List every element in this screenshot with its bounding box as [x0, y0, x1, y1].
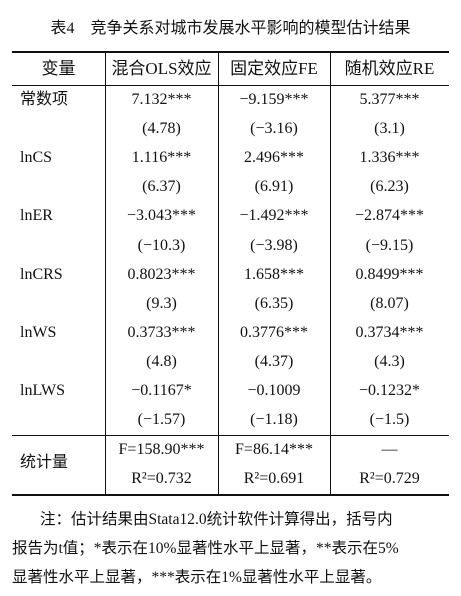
cell: −0.1167* — [131, 382, 192, 399]
cell: 0.3776*** — [240, 323, 308, 341]
column-rule — [218, 52, 219, 495]
row-label: lnLWS — [20, 382, 66, 399]
note-line: 报告为t值；*表示在10%显著性水平上显著，**表示在5% — [12, 540, 399, 557]
note-line: 注：估计结果由Stata12.0统计软件计算得出，括号内 — [40, 511, 393, 528]
cell: 1.116*** — [131, 149, 192, 167]
header-cell: 混合OLS效应 — [111, 59, 212, 78]
cell: (4.78) — [142, 120, 181, 138]
cell: F=86.14*** — [235, 441, 313, 458]
note-line: 显著性水平上显著，***表示在1%显著性水平上显著。 — [12, 569, 382, 586]
cell: −9.159*** — [239, 91, 309, 108]
row-label: 常数项 — [20, 91, 69, 108]
rule-stats — [12, 435, 449, 436]
column-rule — [330, 52, 331, 495]
column-rule — [105, 52, 106, 495]
rule-top — [12, 51, 449, 53]
row-label: lnCS — [20, 149, 53, 167]
cell: −1.492*** — [239, 207, 309, 225]
cell: F=158.90*** — [118, 441, 205, 458]
cell: R²=0.729 — [359, 470, 420, 487]
cell: (−10.3) — [137, 236, 186, 254]
cell: (4.8) — [146, 352, 177, 370]
row-label: lnWS — [20, 323, 57, 341]
cell: 5.377*** — [359, 91, 420, 108]
cell: 2.496*** — [244, 149, 304, 167]
cell: 1.658*** — [244, 265, 304, 283]
cell: (4.3) — [374, 352, 405, 370]
cell: (3.1) — [374, 120, 405, 138]
rule-header — [12, 85, 449, 86]
cell: (−1.5) — [369, 411, 410, 429]
cell: 0.8023*** — [127, 265, 196, 283]
cell: (9.3) — [146, 294, 177, 312]
cell: 0.3733*** — [127, 323, 196, 341]
cell: R²=0.732 — [131, 470, 192, 487]
header-cell: 变量 — [41, 59, 76, 78]
cell: (6.91) — [254, 178, 294, 196]
cell: 0.3734*** — [355, 323, 424, 341]
cell: (−1.57) — [137, 411, 186, 429]
cell: (4.37) — [254, 352, 294, 370]
cell: −2.874*** — [354, 207, 425, 225]
cell: R²=0.691 — [243, 470, 305, 487]
cell: (6.23) — [370, 178, 409, 196]
cell: −3.043*** — [126, 207, 197, 225]
row-label: 统计量 — [20, 454, 69, 471]
table-title: 表4 竞争关系对城市发展水平影响的模型估计结果 — [50, 20, 411, 37]
header-cell: 随机效应RE — [344, 59, 435, 78]
cell: −0.1009 — [247, 382, 301, 399]
cell: (−9.15) — [365, 236, 414, 254]
cell: 0.8499*** — [355, 265, 424, 283]
cell: (−3.98) — [250, 236, 298, 254]
header-cell: 固定效应FE — [230, 59, 318, 78]
cell: (−1.18) — [250, 411, 298, 429]
cell: 7.132*** — [131, 91, 192, 108]
cell: — — [381, 441, 398, 458]
row-label: lnCRS — [20, 265, 63, 283]
cell: (6.35) — [254, 294, 294, 312]
cell: (−3.16) — [250, 120, 298, 138]
row-label: lnER — [20, 207, 53, 225]
cell: (6.37) — [142, 178, 181, 196]
cell: 1.336*** — [359, 149, 420, 167]
cell: (8.07) — [370, 294, 409, 312]
cell: −0.1232* — [358, 382, 421, 399]
rule-bottom — [12, 494, 449, 496]
